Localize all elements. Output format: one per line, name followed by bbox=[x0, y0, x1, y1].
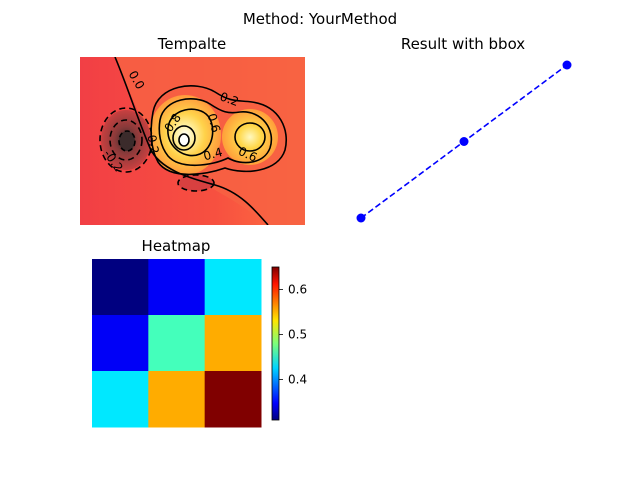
colorbar-tick-label: 0.6 bbox=[288, 283, 307, 297]
contour-low2-fill bbox=[178, 175, 214, 191]
line-title: Result with bbox bbox=[401, 35, 525, 53]
contour-line-neg-outer bbox=[99, 107, 153, 173]
colorbar-tick-label: 0.5 bbox=[288, 328, 307, 342]
contour-peak2-fill bbox=[222, 109, 278, 165]
contour-line-zero bbox=[114, 57, 269, 225]
line-panel: Result with bbox bbox=[356, 35, 572, 223]
contour-label: 0.6 bbox=[205, 112, 223, 134]
line-point bbox=[356, 213, 366, 223]
contour-line-02 bbox=[150, 85, 287, 176]
colorbar-gradient bbox=[271, 266, 280, 421]
contour-title: Tempalte bbox=[157, 35, 226, 53]
contour-label: 0.2 bbox=[144, 134, 161, 155]
heatmap-grid bbox=[92, 259, 262, 428]
colorbar-tick-label: 0.4 bbox=[288, 373, 307, 387]
contour-label: 0.4 bbox=[202, 145, 224, 163]
colorbar-ticks: 0.4 0.5 0.6 bbox=[279, 283, 307, 387]
figure-suptitle: Method: YourMethod bbox=[243, 10, 397, 28]
heatmap-cell bbox=[204, 371, 262, 428]
contour-line-peak bbox=[178, 133, 190, 147]
contour-line-06-right bbox=[234, 122, 266, 152]
contour-line-neg-small bbox=[177, 174, 215, 192]
contour-label: 0.2 bbox=[218, 89, 241, 109]
heatmap-cell bbox=[204, 315, 262, 372]
contour-line-08 bbox=[172, 125, 196, 151]
contour-line-neg-inner bbox=[118, 130, 136, 152]
heatmap-title: Heatmap bbox=[142, 237, 211, 255]
contour-line-neg-mid bbox=[109, 119, 143, 161]
heatmap-cell bbox=[204, 259, 262, 316]
heatmap-cell bbox=[148, 259, 206, 316]
contour-panel: Tempalte 0.0 0.2 0.8 0.6 0.4 0.6 bbox=[80, 35, 305, 225]
heatmap-cell bbox=[92, 315, 149, 372]
contour-plot-area: 0.0 0.2 0.8 0.6 0.4 0.6 -0.2 0.2 bbox=[80, 57, 305, 225]
colorbar: 0.4 0.5 0.6 bbox=[271, 266, 307, 421]
line-point bbox=[459, 137, 469, 146]
line-point bbox=[562, 60, 572, 70]
contour-line-04 bbox=[158, 98, 273, 167]
line-plot-area bbox=[356, 60, 572, 223]
heatmap-cell bbox=[148, 315, 206, 372]
heatmap-cell bbox=[92, 259, 149, 316]
heatmap-cell bbox=[92, 371, 149, 428]
contour-line-06-left bbox=[167, 108, 214, 157]
heatmap-cell bbox=[148, 371, 206, 428]
heatmap-panel: Heatmap 0.4 0.5 0.6 bbox=[92, 237, 307, 428]
